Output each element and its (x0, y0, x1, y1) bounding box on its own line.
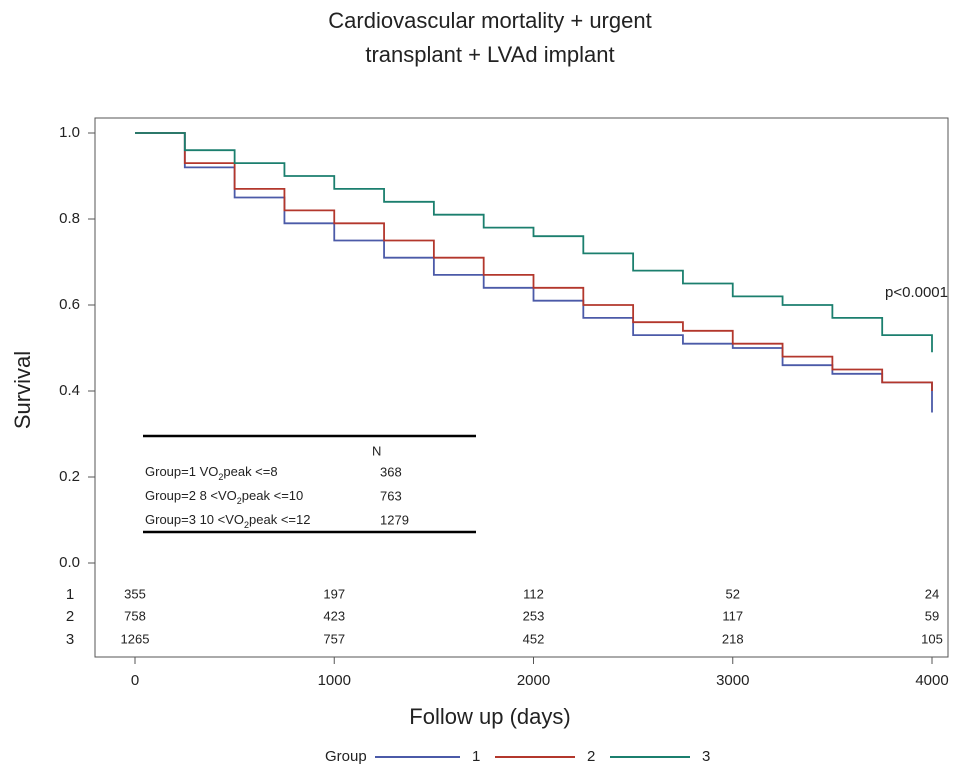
table-n: 368 (380, 464, 402, 479)
at-risk-count: 24 (925, 586, 939, 601)
at-risk-count: 105 (921, 631, 943, 646)
table-label: Group=1 VO2peak <=8 (145, 464, 278, 482)
at-risk-group: 3 (66, 631, 74, 648)
x-tick-label: 3000 (716, 672, 749, 689)
legend-label: 1 (472, 748, 480, 765)
survival-curve (135, 132, 933, 413)
at-risk-count: 423 (323, 608, 345, 623)
legend-label: 3 (702, 748, 710, 765)
y-axis-title: Survival (10, 351, 35, 429)
table-label-part: 2 (218, 472, 223, 482)
at-risk-count: 52 (726, 586, 740, 601)
y-tick-label: 0.0 (59, 554, 80, 571)
x-tick-label: 1000 (318, 672, 351, 689)
y-tick-label: 1.0 (59, 124, 80, 141)
table-n: 1279 (380, 512, 409, 527)
table-label-part: Group=1 VO (145, 464, 218, 479)
table-label-part: peak <=12 (249, 512, 310, 527)
table-label: Group=3 10 <VO2peak <=12 (145, 512, 310, 530)
table-label-part: Group=2 8 <VO (145, 488, 237, 503)
legend-title: Group (325, 748, 367, 765)
survival-curve (135, 132, 933, 391)
x-axis-title: Follow up (days) (409, 704, 570, 729)
at-risk-group: 2 (66, 608, 74, 625)
plot-frame (94, 117, 949, 658)
at-risk-count: 253 (523, 608, 545, 623)
chart-title: Cardiovascular mortality + urgent (328, 8, 651, 33)
table-n: 763 (380, 488, 402, 503)
at-risk-count: 59 (925, 608, 939, 623)
x-tick-label: 4000 (915, 672, 948, 689)
table-label-part: 2 (237, 496, 242, 506)
at-risk-count: 112 (523, 586, 544, 601)
table-label: Group=2 8 <VO2peak <=10 (145, 488, 303, 506)
at-risk-count: 757 (323, 631, 345, 646)
table-header: N (372, 443, 381, 458)
survival-curve (135, 132, 933, 353)
x-tick-label: 0 (131, 672, 139, 689)
y-tick-label: 0.2 (59, 468, 80, 485)
y-tick-label: 0.8 (59, 210, 80, 227)
table-label-part: Group=3 10 <VO (145, 512, 244, 527)
at-risk-count: 197 (323, 586, 345, 601)
annotation: p<0.0001 (885, 284, 948, 301)
at-risk-group: 1 (66, 586, 74, 603)
table-label-part: 2 (244, 520, 249, 530)
at-risk-count: 758 (124, 608, 146, 623)
at-risk-count: 355 (124, 586, 146, 601)
y-tick-label: 0.4 (59, 382, 80, 399)
at-risk-count: 117 (722, 608, 743, 623)
chart-title: transplant + LVAd implant (365, 42, 614, 67)
table-label-part: peak <=10 (242, 488, 303, 503)
at-risk-count: 1265 (121, 631, 150, 646)
legend-label: 2 (587, 748, 595, 765)
at-risk-count: 218 (722, 631, 744, 646)
x-tick-label: 2000 (517, 672, 550, 689)
y-tick-label: 0.6 (59, 296, 80, 313)
table-label-part: peak <=8 (223, 464, 277, 479)
at-risk-count: 452 (523, 631, 545, 646)
